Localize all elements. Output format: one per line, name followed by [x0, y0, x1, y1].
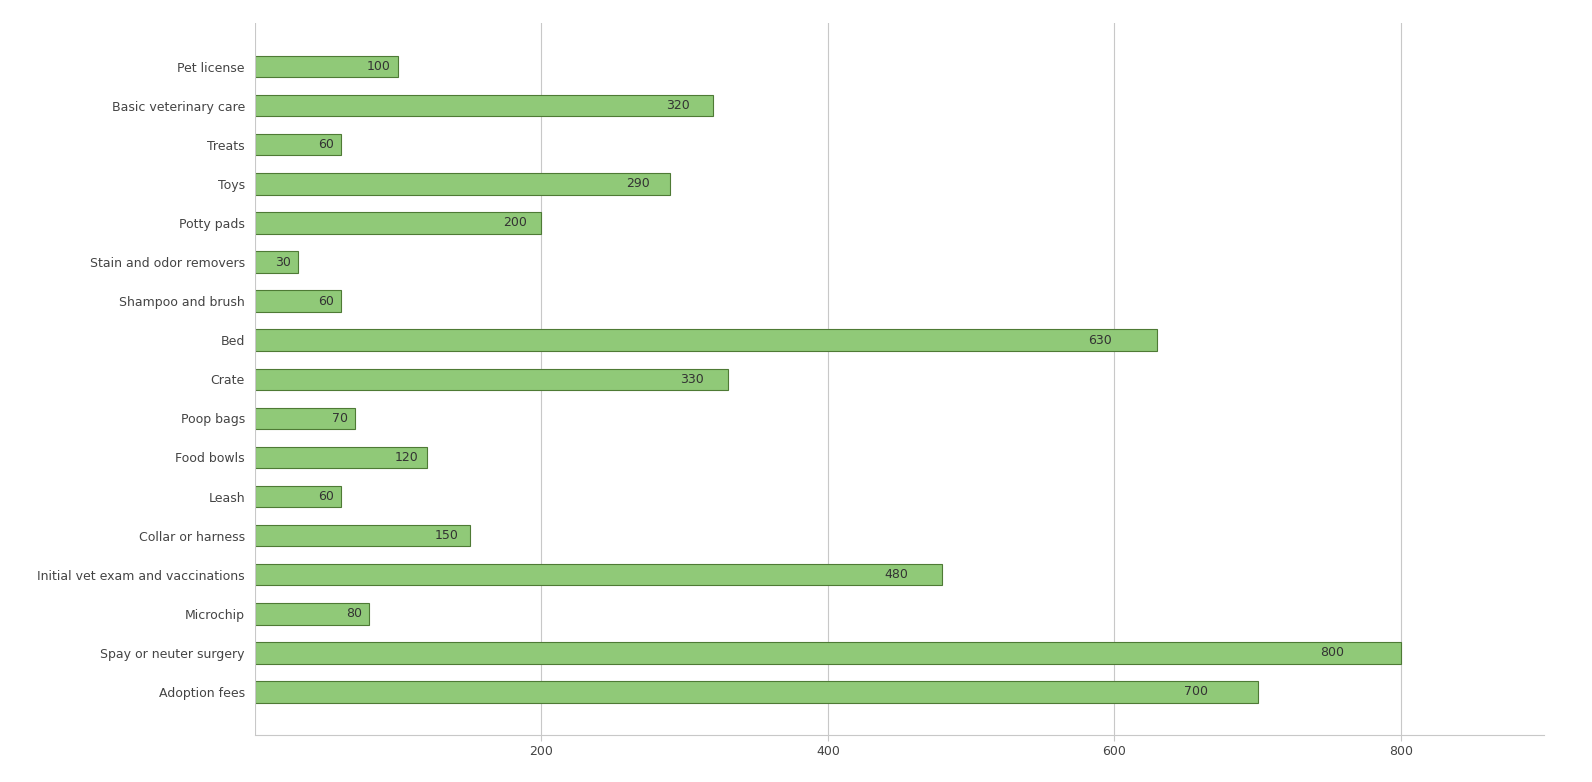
- Bar: [255, 368, 728, 390]
- Text: 60: 60: [318, 138, 334, 151]
- Text: 150: 150: [435, 529, 458, 542]
- Bar: [255, 329, 1157, 351]
- Bar: [255, 564, 942, 586]
- Text: 800: 800: [1320, 647, 1344, 659]
- Bar: [255, 134, 341, 156]
- Text: 200: 200: [503, 217, 527, 229]
- Bar: [255, 603, 369, 625]
- Text: 330: 330: [680, 373, 704, 386]
- Bar: [255, 486, 341, 508]
- Bar: [255, 407, 355, 429]
- Text: 630: 630: [1089, 334, 1113, 346]
- Text: 30: 30: [275, 256, 291, 268]
- Text: 700: 700: [1183, 686, 1207, 698]
- Bar: [255, 56, 398, 77]
- Text: 60: 60: [318, 490, 334, 503]
- Bar: [255, 251, 298, 273]
- Bar: [255, 173, 670, 195]
- Bar: [255, 681, 1258, 703]
- Text: 70: 70: [331, 412, 347, 425]
- Bar: [255, 95, 713, 117]
- Text: 60: 60: [318, 295, 334, 307]
- Bar: [255, 525, 470, 547]
- Text: 290: 290: [626, 178, 650, 190]
- Bar: [255, 642, 1401, 664]
- Text: 120: 120: [395, 451, 419, 464]
- Bar: [255, 212, 541, 234]
- Bar: [255, 447, 427, 468]
- Bar: [255, 290, 341, 312]
- Text: 480: 480: [884, 569, 907, 581]
- Text: 100: 100: [368, 60, 392, 73]
- Text: 320: 320: [667, 99, 691, 112]
- Text: 80: 80: [345, 608, 363, 620]
